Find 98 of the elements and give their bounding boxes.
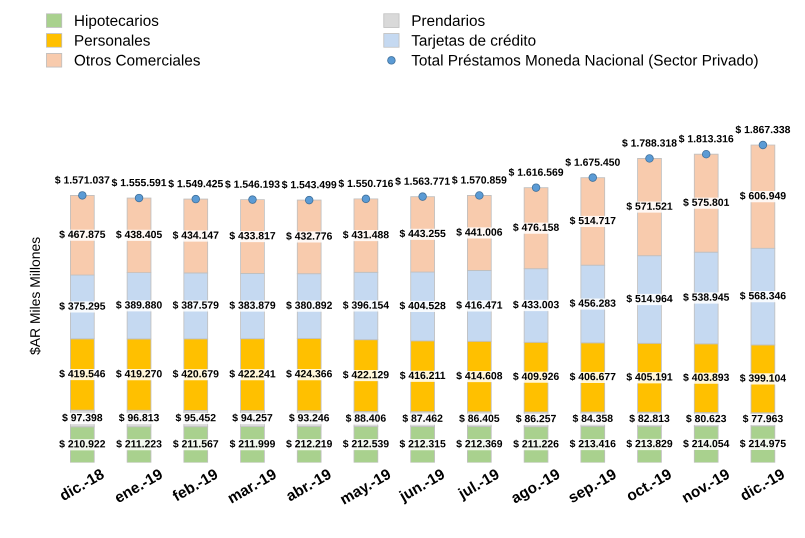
point [532,183,540,192]
point [78,191,87,200]
point [134,194,144,202]
data-label: $ 380.892 [286,301,332,310]
data-label: $ 438.405 [116,230,162,239]
data-label: $ 212.219 [286,440,332,448]
y-axis-title: $AR Miles Millones [30,237,41,355]
data-label: $ 414.608 [456,372,502,380]
data-label: $ 383.879 [229,301,276,310]
point [248,195,257,204]
data-label: $ 514.717 [570,216,616,225]
data-label: $ 1.563.771 [395,177,450,186]
data-label: $ 86.257 [516,414,556,423]
data-label: $ 86.405 [459,414,500,423]
legend-label: Otros Comerciales [74,54,200,66]
data-label: $ 80.623 [686,414,726,423]
point [702,150,710,158]
data-label: $ 420.679 [172,370,219,378]
data-label: $ 419.546 [59,370,106,378]
data-label: $ 568.346 [740,292,786,300]
data-label: $ 409.926 [513,372,559,381]
data-label: $ 211.226 [513,440,559,448]
data-label: $ 95.452 [176,414,216,422]
legend-label: Total Préstamos Moneda Nacional (Sector Privado) [412,54,758,69]
data-label: $ 1.867.338 [736,125,790,134]
data-label: $ 416.471 [456,300,502,310]
data-label: $ 422.241 [229,370,276,378]
data-label: $ 212.539 [342,440,389,448]
data-label: $ 433.003 [513,300,559,309]
data-label: $ 396.154 [342,300,390,310]
data-label: $ 422.129 [342,370,389,380]
data-label: $ 403.893 [683,373,729,382]
data-label: $ 213.416 [570,439,616,448]
data-label: $ 575.801 [683,198,730,207]
data-label: $ 88.406 [346,414,386,422]
point [362,194,370,204]
data-label: $ 419.270 [116,370,162,378]
data-label: $ 1.571.037 [54,176,110,184]
legend-label: Prendarios [412,14,485,26]
data-label: $ 77.963 [742,414,783,423]
data-label: $ 211.999 [230,440,275,448]
data-label: $ 406.677 [570,372,616,381]
data-label: $ 424.366 [286,370,332,378]
data-label: $ 211.567 [173,440,218,448]
point [475,191,484,200]
data-label: $ 210.922 [59,440,106,448]
data-label: $ 405.191 [626,372,672,382]
data-label: $ 606.949 [740,192,786,200]
data-label: $ 82.813 [629,414,670,423]
data-label: $ 571.521 [626,202,672,211]
data-label: $ 1.616.569 [508,168,564,177]
point [418,192,427,201]
data-label: $ 443.255 [400,229,446,238]
data-label: $ 213.829 [626,439,672,448]
data-label: $ 212.315 [400,440,446,448]
data-label: $ 375.295 [59,302,106,310]
data-label: $ 399.104 [740,374,786,382]
data-label: $ 1.550.716 [338,179,394,188]
data-label: $ 1.788.318 [622,138,677,148]
point [192,194,200,204]
data-label: $ 214.054 [683,439,730,448]
data-label: $ 476.158 [513,223,559,232]
data-label: $ 387.579 [172,300,219,310]
data-label: $ 404.528 [400,301,446,310]
data-label: $ 432.776 [286,232,332,240]
data-label: $ 1.675.450 [565,158,620,167]
data-label: $ 538.945 [683,292,730,302]
data-label: $ 1.546.193 [225,180,280,189]
data-label: $ 214.975 [740,439,786,448]
data-label: $ 1.813.316 [678,134,734,144]
data-label: $ 84.358 [572,414,613,423]
data-label: $ 96.813 [118,413,159,422]
data-label: $ 456.283 [570,298,616,308]
data-label: $ 1.543.499 [282,180,336,189]
data-label: $ 1.570.859 [452,176,506,184]
data-label: $ 433.817 [229,232,276,240]
point [758,140,768,150]
data-label: $ 434.147 [172,230,218,240]
data-label: $ 389.880 [116,300,162,310]
point [588,173,597,182]
legend-label: Tarjetas de crédito [412,34,536,49]
data-label: $ 1.549.425 [168,179,223,188]
data-label: $ 1.555.591 [112,178,166,187]
data-label: $ 211.223 [116,440,162,448]
data-label: $ 87.462 [402,414,442,423]
point [645,154,654,163]
data-label: $ 93.246 [289,414,330,422]
point [304,196,314,204]
legend-label: Personales [75,34,150,46]
data-label: $ 416.211 [400,371,446,380]
legend-label: Hipotecarios [75,14,158,29]
data-label: $ 94.257 [232,414,272,422]
data-label: $ 441.006 [456,228,502,236]
data-label: $ 467.875 [59,230,106,239]
data-label: $ 514.964 [626,294,673,303]
data-label: $ 212.369 [456,440,502,448]
data-label: $ 97.398 [62,413,102,422]
data-label: $ 431.488 [342,230,389,240]
